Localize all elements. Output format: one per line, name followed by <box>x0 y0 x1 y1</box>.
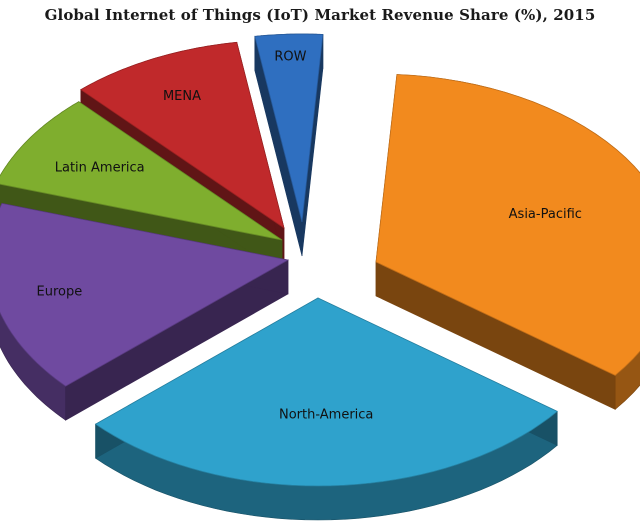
slice-label-north-america: North-America <box>279 407 373 422</box>
slice-label-latin-america: Latin America <box>55 160 145 175</box>
chart-title: Global Internet of Things (IoT) Market R… <box>44 6 596 24</box>
slice-label-asia-pacific: Asia-Pacific <box>509 207 582 222</box>
pie-slice-asia-pacific <box>375 74 640 411</box>
slice-top <box>375 74 640 376</box>
pie-slice-north-america <box>94 297 558 521</box>
slice-label-europe: Europe <box>37 284 83 299</box>
slice-top <box>94 297 558 487</box>
slice-label-row: ROW <box>274 50 306 65</box>
slice-top <box>0 101 283 241</box>
slice-label-mena: MENA <box>163 89 201 104</box>
slice-top <box>80 41 285 229</box>
slice-top <box>254 33 324 223</box>
pie-slice-europe <box>0 202 290 421</box>
pie-slice-row <box>254 33 324 257</box>
slice-top <box>0 202 290 387</box>
